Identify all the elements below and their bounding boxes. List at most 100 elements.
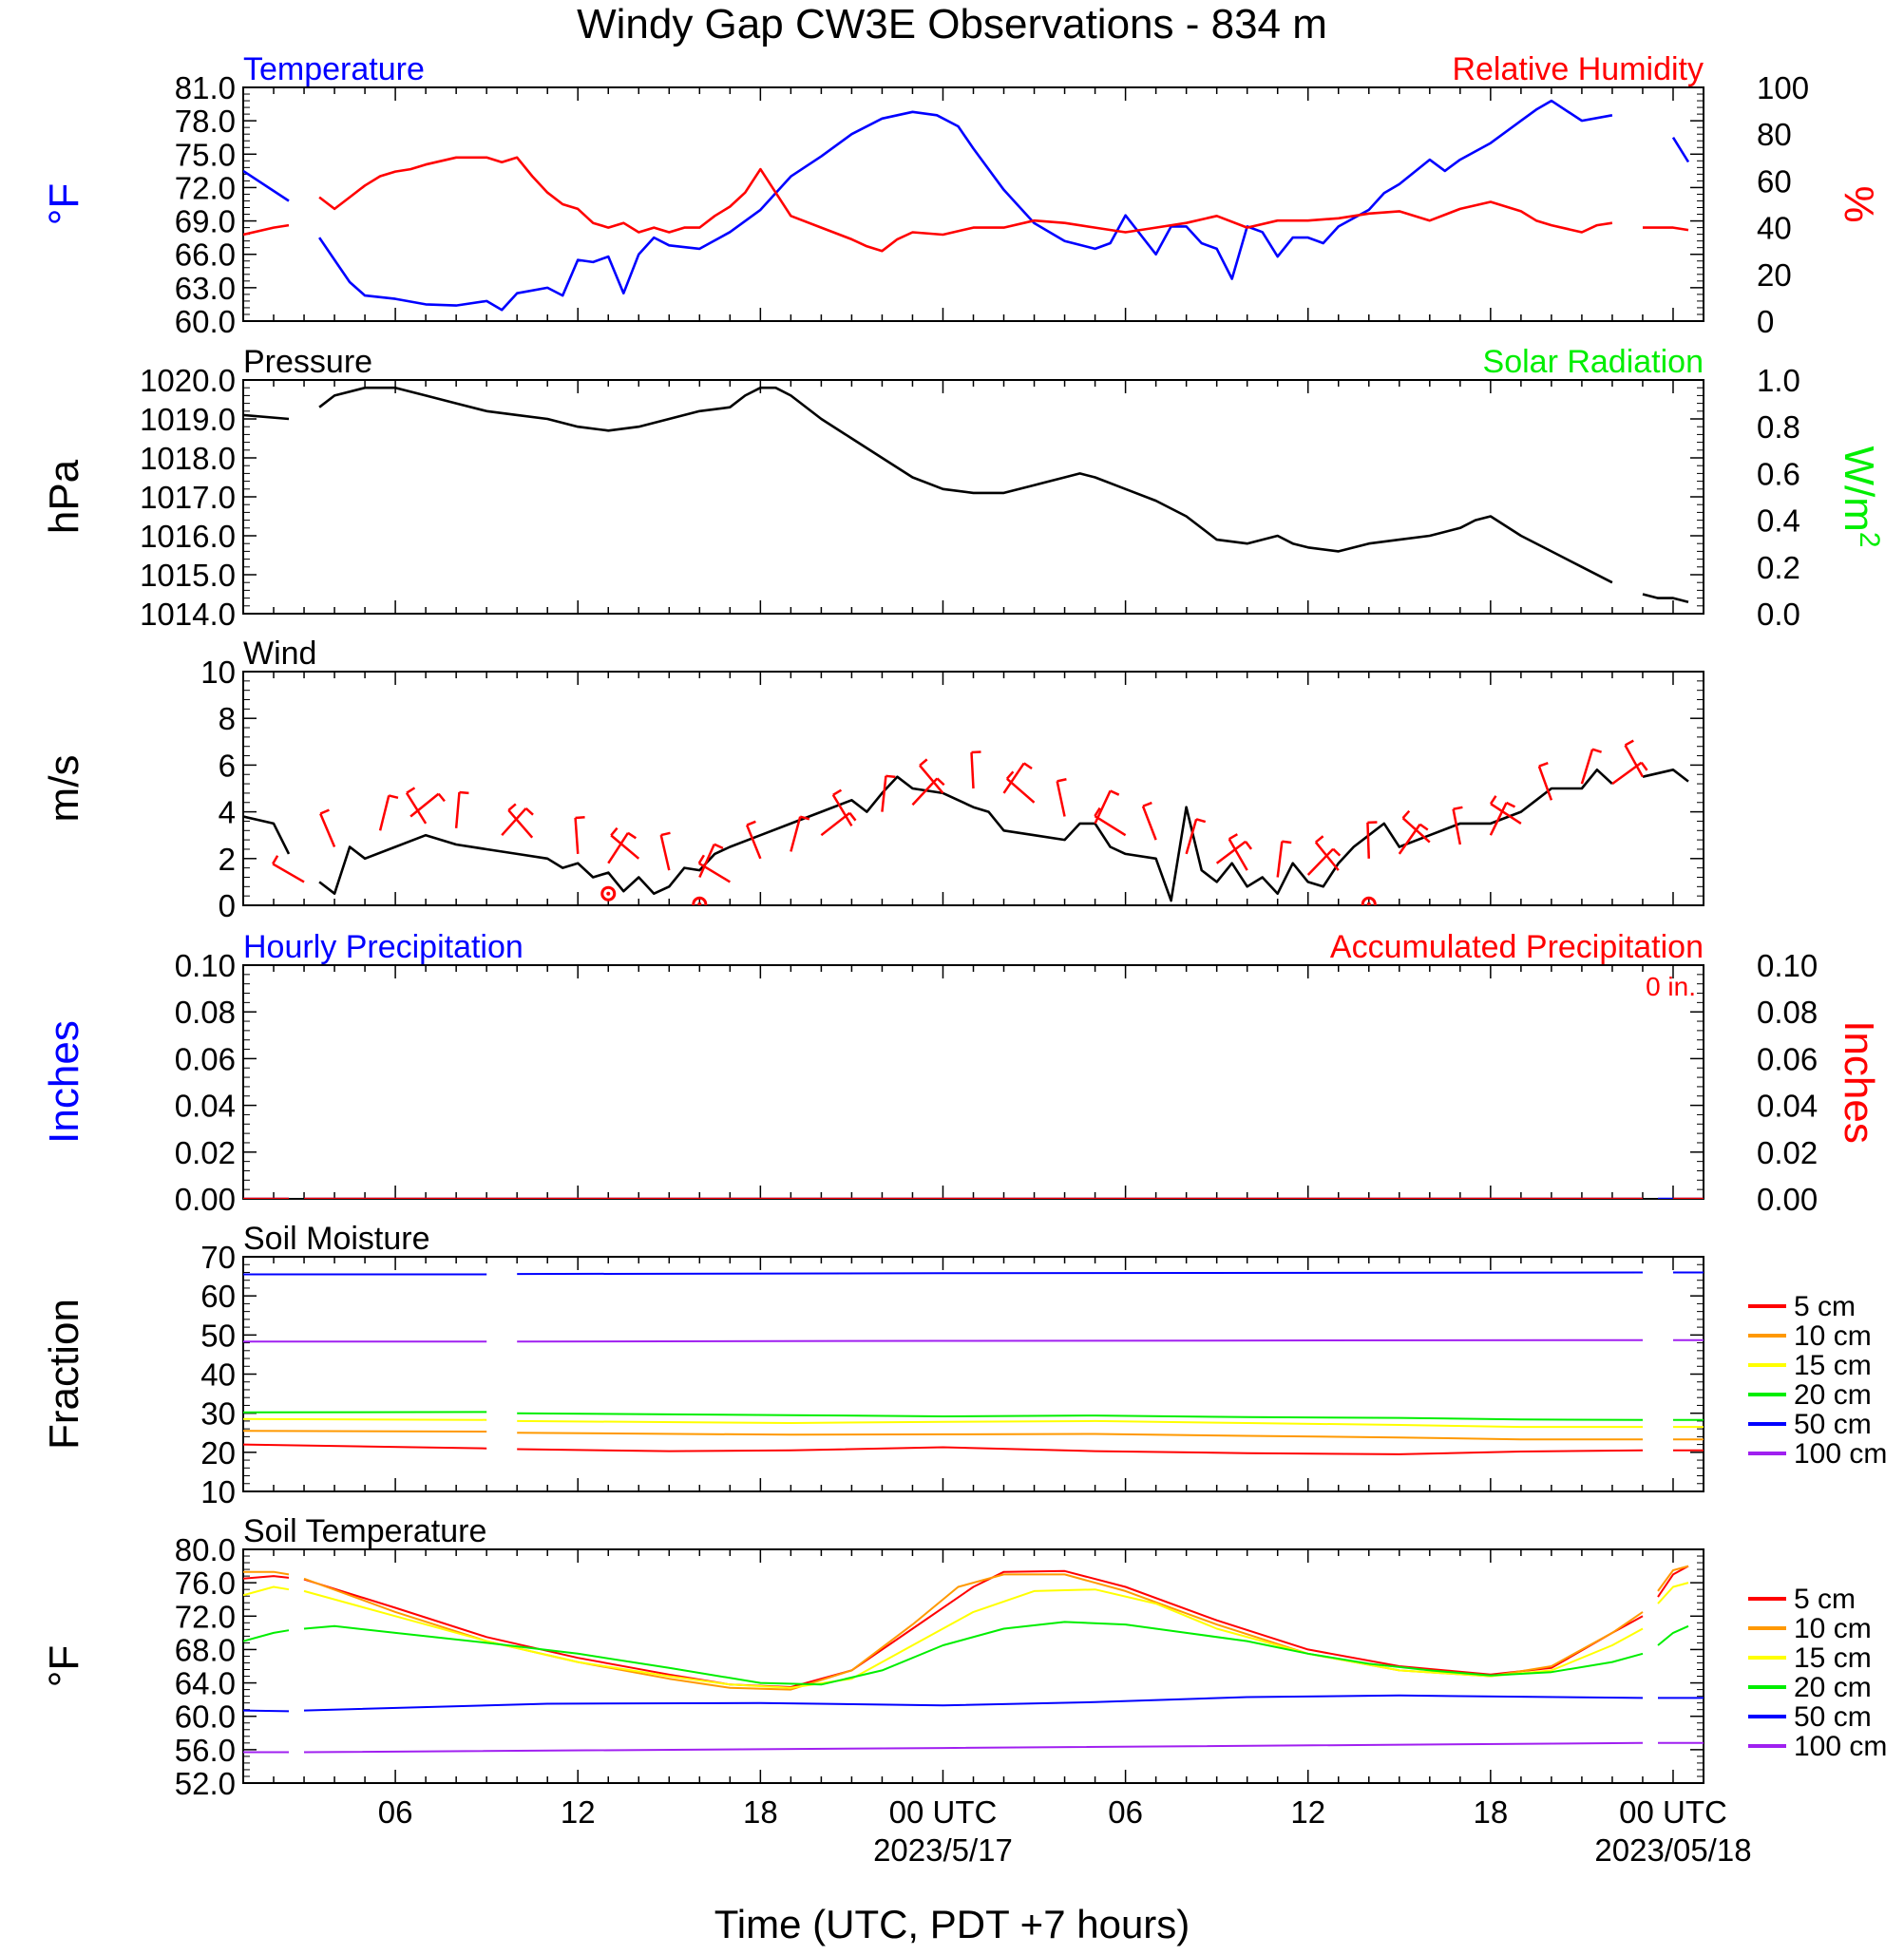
series-wind-speed bbox=[243, 769, 1689, 902]
y-tick-label-right: 100 bbox=[1757, 70, 1809, 105]
wind-barb bbox=[454, 791, 461, 828]
calm-marker-dot bbox=[606, 891, 611, 896]
wind-barb bbox=[970, 751, 975, 789]
y-tick-label-left: 66.0 bbox=[175, 237, 236, 273]
y-tick-label-right: 0.6 bbox=[1757, 456, 1800, 491]
wind-barb bbox=[1452, 808, 1462, 845]
wind-barb-flag bbox=[406, 787, 416, 794]
wind-barb bbox=[919, 765, 944, 794]
wind-barb bbox=[1401, 817, 1431, 844]
wind-barb-flag bbox=[1453, 806, 1463, 810]
series-pressure bbox=[243, 386, 1689, 603]
series-group bbox=[243, 101, 1690, 310]
y-tick-label-left: 0.04 bbox=[175, 1089, 236, 1124]
wind-barb bbox=[698, 862, 731, 883]
panel-title-right: Solar Radiation bbox=[1483, 344, 1704, 380]
y-tick-label-left: 68.0 bbox=[175, 1632, 236, 1667]
legend-label: 10 cm bbox=[1794, 1320, 1872, 1352]
wind-barb-flag bbox=[1624, 739, 1634, 747]
series-group bbox=[243, 1271, 1704, 1455]
x-tick-label: 18 bbox=[1473, 1794, 1508, 1830]
y-axis-label-left: Fraction bbox=[41, 1299, 87, 1450]
wind-barb bbox=[1314, 841, 1340, 871]
panel-title-left: Soil Moisture bbox=[243, 1221, 430, 1257]
wind-barb-flag bbox=[1005, 770, 1015, 780]
wind-barb bbox=[405, 792, 428, 825]
wind-barb-flag bbox=[885, 774, 896, 779]
legend-label: 50 cm bbox=[1794, 1701, 1872, 1733]
wind-barb-flag bbox=[1195, 818, 1207, 824]
y-tick-label-left: 40 bbox=[200, 1357, 236, 1393]
y-tick-label-right: 0.0 bbox=[1757, 597, 1800, 632]
panel-precip: 0.00 0.02 0.04 0.06 0.08 0.10 0.00 0.02 0.04 0.06… bbox=[41, 929, 1882, 1217]
y-tick-label-left: 81.0 bbox=[175, 70, 236, 105]
wind-barb-flag bbox=[1057, 778, 1067, 783]
series-50-cm bbox=[243, 1694, 1704, 1713]
y-tick-label-right: 0 bbox=[1757, 304, 1774, 339]
panel-title-right: Relative Humidity bbox=[1452, 51, 1704, 87]
accumulated-total: 0 in. bbox=[1646, 972, 1696, 1001]
figure-title: Windy Gap CW3E Observations - 834 m bbox=[577, 1, 1327, 47]
legend-label: 100 cm bbox=[1794, 1731, 1887, 1762]
y-tick-label-left: 20 bbox=[200, 1435, 236, 1471]
y-axis-label-right: Inches bbox=[1836, 1020, 1882, 1144]
series-relative-humidity bbox=[243, 156, 1689, 253]
wind-barb bbox=[1490, 803, 1522, 825]
y-tick-label-left: 1016.0 bbox=[140, 519, 236, 554]
y-tick-label-left: 63.0 bbox=[175, 271, 236, 306]
panel-frame bbox=[242, 379, 1704, 615]
wind-barb bbox=[1276, 841, 1284, 878]
y-tick-label-right: 40 bbox=[1757, 211, 1792, 246]
y-tick-label-left: 1015.0 bbox=[140, 558, 236, 593]
panel-title-left: Pressure bbox=[243, 344, 372, 380]
y-tick-label-right: 0.2 bbox=[1757, 550, 1800, 585]
y-tick-label-left: 0 bbox=[219, 888, 236, 923]
y-tick-label-left: 1014.0 bbox=[140, 597, 236, 632]
series-100-cm bbox=[243, 1741, 1704, 1754]
series-15-cm bbox=[243, 1582, 1689, 1689]
calm-marker-dot bbox=[1366, 902, 1371, 905]
wind-barb bbox=[1185, 819, 1198, 855]
x-date-label: 2023/5/17 bbox=[873, 1832, 1013, 1868]
wind-barb bbox=[1228, 838, 1248, 871]
wind-barb-flag bbox=[832, 788, 843, 796]
y-tick-label-left: 80.0 bbox=[175, 1532, 236, 1567]
panel-temp_rh: 60.063.066.069.072.075.078.081.0 0 20 40 60 8… bbox=[41, 51, 1882, 339]
y-tick-label-right: 1.0 bbox=[1757, 363, 1800, 398]
wind-barb bbox=[1215, 840, 1247, 864]
wind-barb-flag bbox=[1591, 748, 1602, 753]
wind-barb bbox=[790, 816, 802, 852]
x-tick-label: 00 UTC bbox=[889, 1794, 998, 1830]
y-tick-label-left: 60.0 bbox=[175, 1699, 236, 1735]
y-tick-label-left: 10 bbox=[200, 655, 236, 690]
y-tick-label-left: 0.06 bbox=[175, 1041, 236, 1076]
wind-barb-flag bbox=[746, 820, 756, 826]
legend-label: 10 cm bbox=[1794, 1613, 1872, 1644]
y-tick-label-left: 56.0 bbox=[175, 1733, 236, 1768]
panel-title-left: Wind bbox=[243, 636, 316, 672]
y-tick-label-left: 78.0 bbox=[175, 104, 236, 139]
wind-barb bbox=[1141, 806, 1157, 841]
wind-barb bbox=[610, 834, 640, 860]
wind-barb bbox=[378, 795, 390, 831]
wind-barb bbox=[1624, 744, 1645, 778]
wind-barb-flag bbox=[507, 803, 517, 811]
series-temperature bbox=[243, 101, 1643, 310]
wind-barb bbox=[1489, 802, 1508, 836]
series-group bbox=[243, 739, 1689, 905]
x-ticks bbox=[242, 672, 1704, 905]
wind-barb bbox=[1306, 847, 1335, 876]
y-tick-label-right: 60 bbox=[1757, 163, 1792, 199]
legend-label: 100 cm bbox=[1794, 1438, 1887, 1470]
calm-marker bbox=[692, 896, 708, 905]
x-tick-label: 06 bbox=[378, 1794, 413, 1830]
y-axis-label-left: m/s bbox=[41, 755, 87, 823]
wind-barb-flag bbox=[919, 758, 928, 767]
y-tick-label-left: 1019.0 bbox=[140, 402, 236, 437]
y-tick-label-left: 69.0 bbox=[175, 204, 236, 239]
